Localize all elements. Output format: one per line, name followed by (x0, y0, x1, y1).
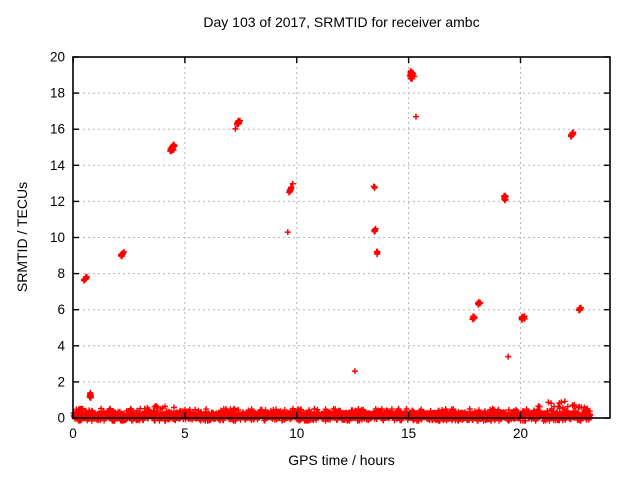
x-tick-label: 5 (181, 426, 189, 441)
x-tick-label: 20 (513, 426, 528, 441)
y-tick-label: 2 (57, 374, 65, 389)
noise-band (70, 398, 594, 424)
x-axis-label: GPS time / hours (288, 452, 395, 468)
plot-border (72, 56, 611, 419)
y-tick-label: 12 (50, 194, 65, 209)
y-tick-label: 18 (50, 86, 65, 101)
y-tick-label: 16 (50, 122, 65, 137)
y-tick-label: 10 (50, 230, 65, 245)
x-tick-label: 15 (401, 426, 416, 441)
y-tick-label: 6 (57, 302, 65, 317)
y-tick-label: 8 (57, 266, 65, 281)
y-tick-label: 14 (50, 158, 66, 173)
x-tick-label: 0 (69, 426, 77, 441)
chart-title: Day 103 of 2017, SRMTID for receiver amb… (203, 14, 480, 30)
y-tick-label: 0 (57, 411, 65, 426)
grid-lines (73, 57, 610, 418)
x-tick-labels: 0 5 10 15 20 (69, 426, 528, 441)
data-points (80, 68, 584, 401)
x-tick-label: 10 (289, 426, 304, 441)
axis-ticks (72, 56, 610, 419)
y-tick-label: 20 (50, 50, 65, 65)
y-tick-label: 4 (57, 338, 65, 353)
y-tick-labels: 0 2 4 6 8 10 12 14 16 18 20 (50, 50, 66, 426)
